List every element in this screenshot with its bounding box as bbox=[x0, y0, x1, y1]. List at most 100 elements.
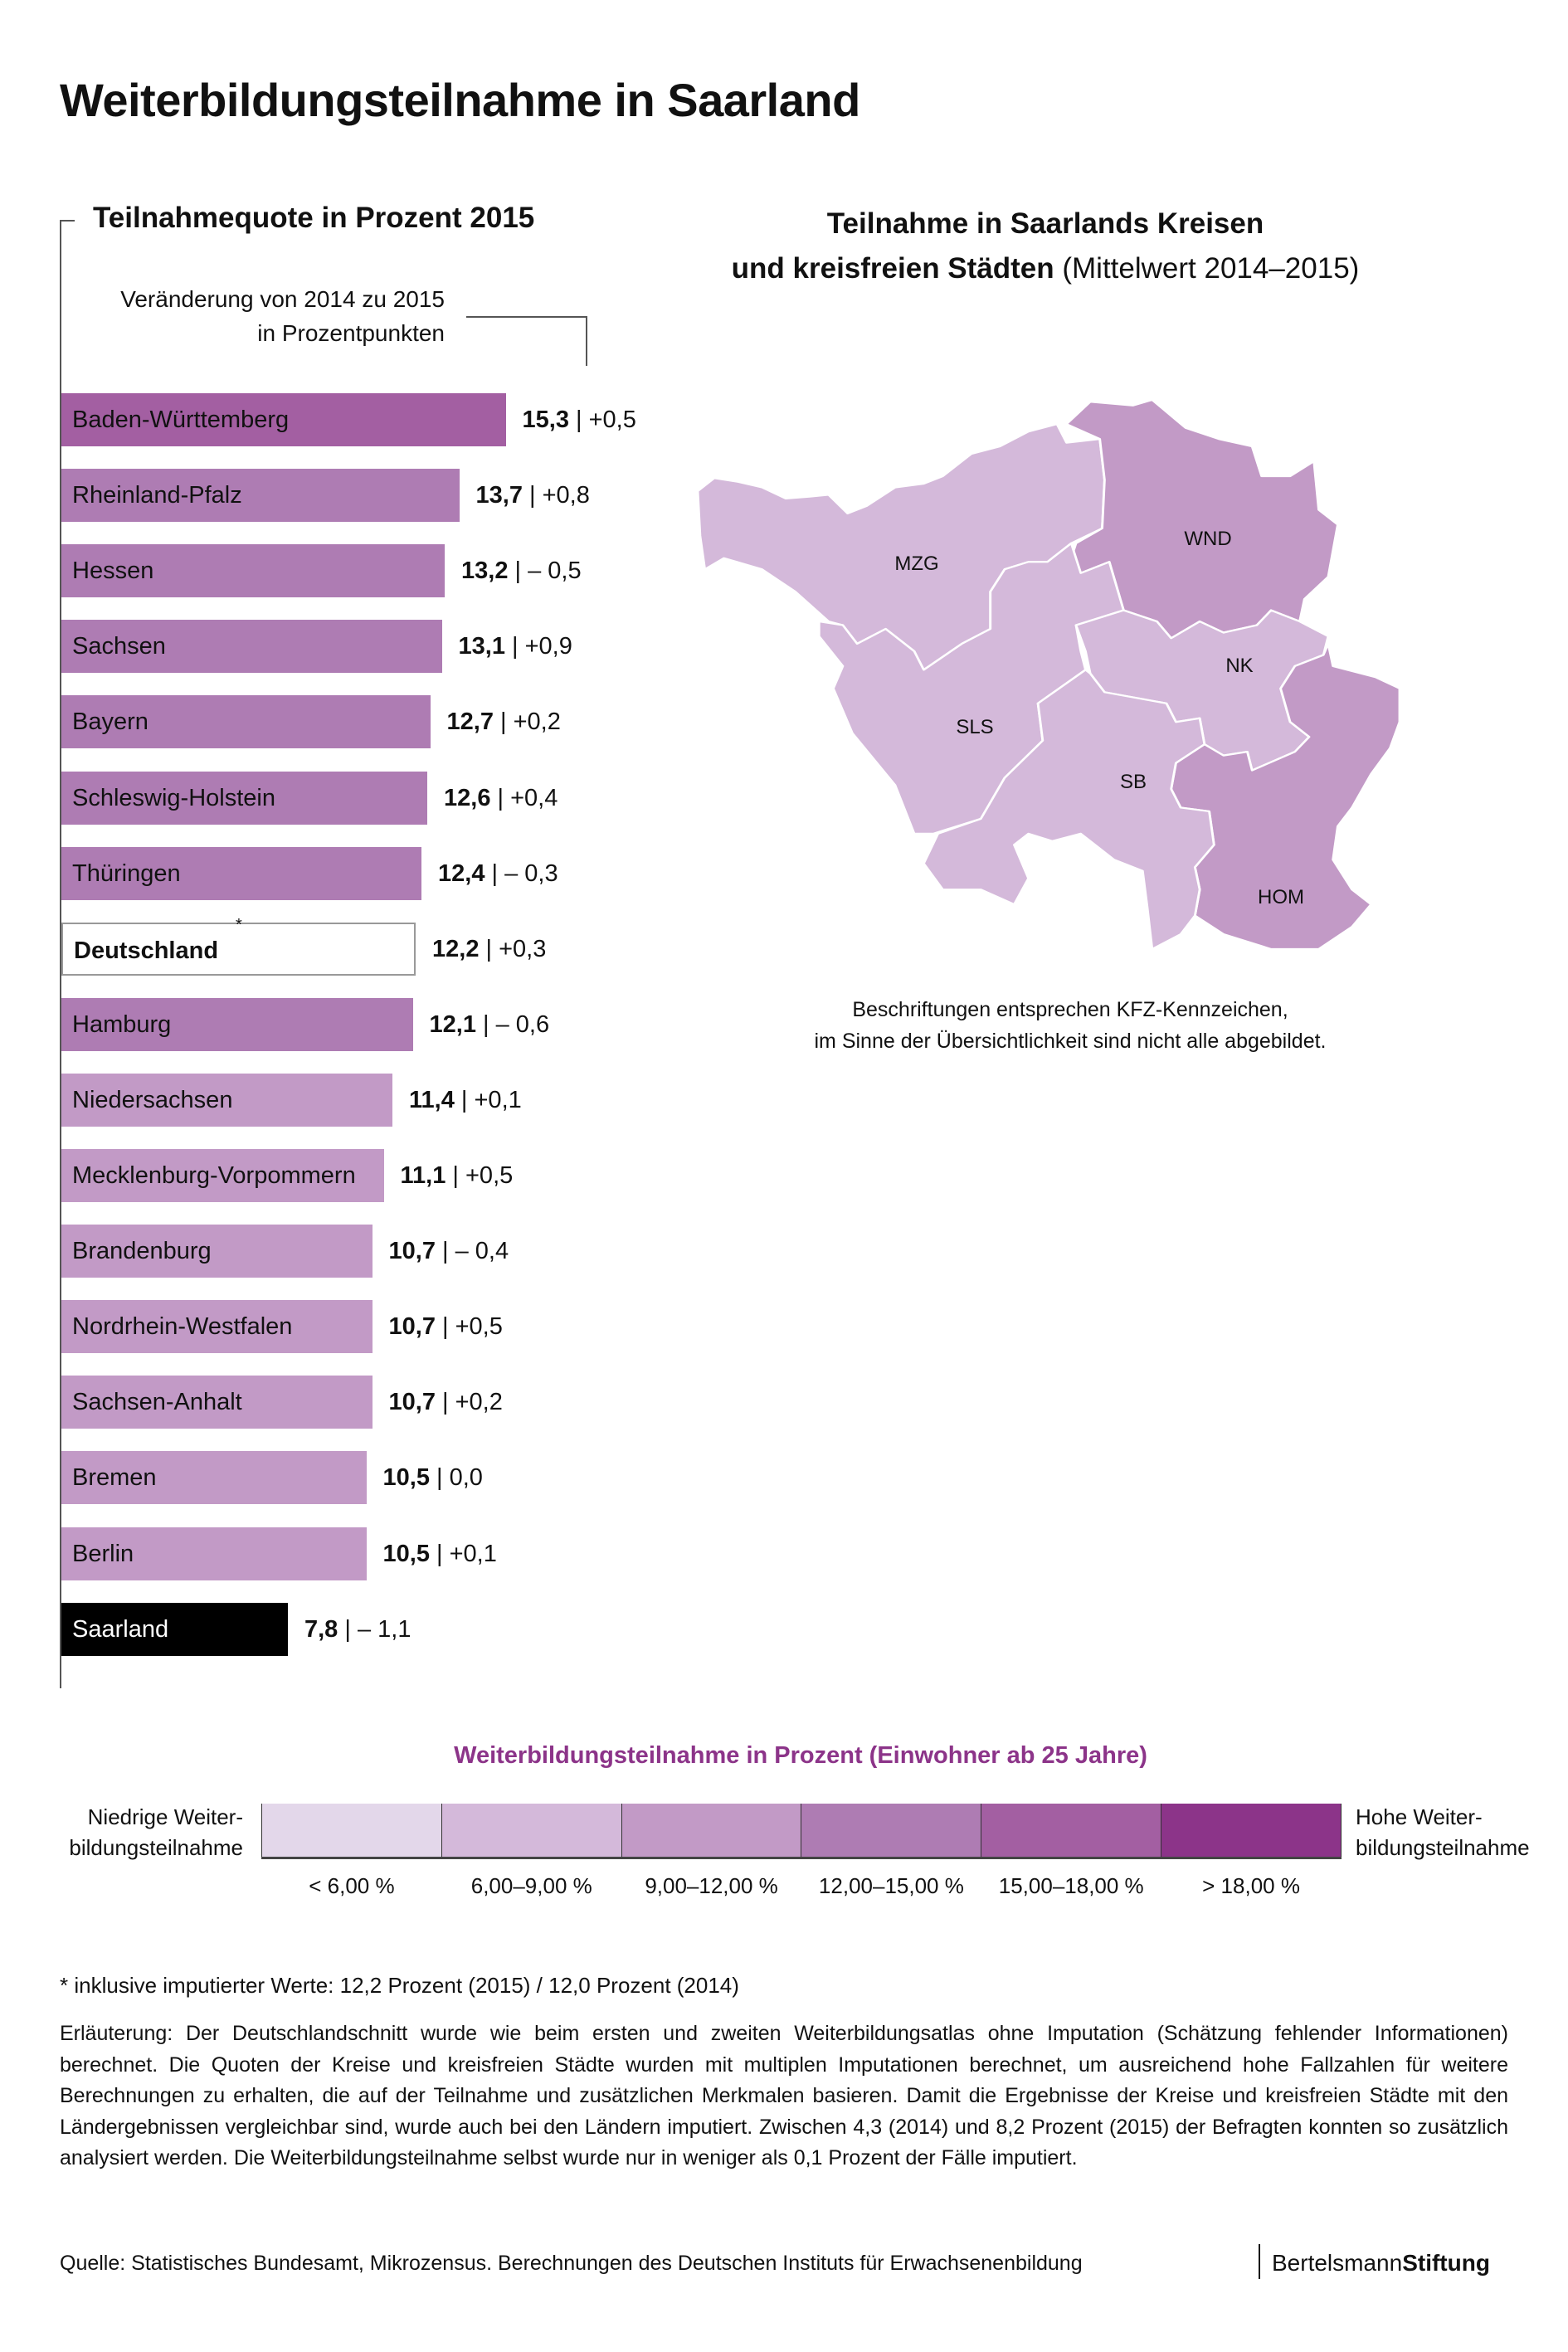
map-heading: Teilnahme in Saarlands Kreisen und kreis… bbox=[689, 202, 1402, 291]
separator: | bbox=[508, 558, 528, 585]
separator: | bbox=[522, 482, 543, 509]
value-label: 11,1 bbox=[400, 1162, 446, 1189]
separator: | bbox=[446, 1162, 465, 1189]
separator: | bbox=[454, 1086, 475, 1113]
bar-label: Rheinland-Pfalz bbox=[72, 482, 242, 509]
legend-swatch: 12,00–15,00 % bbox=[801, 1804, 981, 1898]
change-label: – 0,4 bbox=[455, 1238, 509, 1265]
bar-label: Schleswig-Holstein bbox=[72, 784, 275, 811]
value-label: 10,7 bbox=[388, 1389, 436, 1416]
separator: | bbox=[485, 859, 505, 887]
legend-swatch: 9,00–12,00 % bbox=[621, 1804, 801, 1898]
change-label: +0,5 bbox=[465, 1162, 514, 1189]
region-label-sb: SB bbox=[1119, 771, 1147, 793]
map-heading-line2: und kreisfreien Städten bbox=[731, 252, 1054, 285]
change-label: +0,8 bbox=[542, 482, 590, 509]
legend-swatch: > 18,00 % bbox=[1161, 1804, 1342, 1898]
bar-mecklenburg-vorpommern: Mecklenburg-Vorpommern bbox=[61, 1149, 384, 1202]
value-label: 10,7 bbox=[388, 1238, 436, 1265]
change-note: Veränderung von 2014 zu 2015 in Prozentp… bbox=[83, 282, 445, 350]
legend-swatch: 6,00–9,00 % bbox=[441, 1804, 621, 1898]
bar-value: 10,5 | 0,0 bbox=[383, 1451, 483, 1504]
separator: | bbox=[338, 1615, 358, 1643]
change-label: – 0,5 bbox=[528, 558, 582, 585]
separator: | bbox=[493, 709, 514, 736]
change-label: 0,0 bbox=[449, 1464, 483, 1492]
bar-label: Baden-Württemberg bbox=[72, 407, 290, 433]
bertelsmann-stiftung-logo: BertelsmannStiftung bbox=[1272, 2250, 1490, 2277]
value-label: 12,2 bbox=[432, 935, 480, 962]
bar-label: Bayern bbox=[72, 709, 149, 736]
bar-value: 10,7 | – 0,4 bbox=[389, 1225, 509, 1278]
logo-part2: Stiftung bbox=[1402, 2250, 1490, 2276]
region-sls[interactable] bbox=[817, 542, 1125, 835]
bar-value: 12,2 | +0,3 bbox=[432, 923, 546, 976]
bar-baden-württemberg: Baden-Württemberg bbox=[61, 393, 506, 446]
region-label-hom: HOM bbox=[1258, 886, 1304, 908]
change-label: +0,2 bbox=[455, 1389, 503, 1416]
bar-label: Sachsen bbox=[72, 633, 166, 660]
legend-low-line2: bildungsteilnahme bbox=[69, 1835, 243, 1860]
bar-nordrhein-westfalen: Nordrhein-Westfalen bbox=[61, 1300, 373, 1354]
region-label-nk: NK bbox=[1225, 655, 1254, 677]
change-label: +0,3 bbox=[499, 935, 547, 962]
separator: | bbox=[435, 1389, 455, 1416]
bar-value: 10,7 | +0,2 bbox=[389, 1376, 503, 1429]
bar-label: Mecklenburg-Vorpommern bbox=[72, 1162, 356, 1189]
saarland-map bbox=[698, 400, 1400, 949]
bar-chart-frame-line bbox=[60, 220, 61, 1688]
separator: | bbox=[479, 935, 499, 962]
legend-bin-label: > 18,00 % bbox=[1202, 1873, 1300, 1898]
explanation-text: Erläuterung: Der Deutschlandschnitt wurd… bbox=[60, 2022, 1508, 2169]
legend-title: Weiterbildungsteilnahme in Prozent (Einw… bbox=[454, 1742, 1147, 1769]
separator: | bbox=[429, 1464, 450, 1492]
bar-label: Berlin bbox=[72, 1540, 134, 1567]
change-note-bracket-vertical bbox=[586, 316, 587, 366]
value-label: 10,5 bbox=[382, 1464, 430, 1492]
bar-hessen: Hessen bbox=[61, 544, 445, 598]
bar-value: 10,7 | +0,5 bbox=[389, 1300, 503, 1353]
change-label: +0,2 bbox=[513, 709, 561, 736]
source-text: Quelle: Statistisches Bundesamt, Mikroze… bbox=[60, 2252, 1083, 2275]
bar-bremen: Bremen bbox=[61, 1451, 367, 1505]
separator: | bbox=[475, 1010, 496, 1038]
bar-bayern: Bayern bbox=[61, 695, 431, 749]
bar-label: Bremen bbox=[72, 1464, 157, 1492]
bar-niedersachsen: Niedersachsen bbox=[61, 1073, 392, 1127]
value-label: 15,3 bbox=[522, 407, 569, 433]
map-caption: Beschriftungen entsprechen KFZ-Kennzeich… bbox=[747, 994, 1394, 1057]
bar-label: Sachsen-Anhalt bbox=[72, 1389, 242, 1416]
bar-berlin: Berlin bbox=[61, 1527, 367, 1580]
page-title: Weiterbildungsteilnahme in Saarland bbox=[60, 74, 860, 126]
value-label: 13,7 bbox=[475, 482, 523, 509]
footnote-marker: * bbox=[236, 915, 242, 934]
value-label: 12,4 bbox=[438, 859, 485, 887]
bar-value: 12,1 | – 0,6 bbox=[430, 998, 550, 1051]
bar-sachsen: Sachsen bbox=[61, 620, 442, 674]
legend-bin-label: 6,00–9,00 % bbox=[470, 1873, 592, 1898]
bar-label: Niedersachsen bbox=[72, 1086, 233, 1113]
bar-schleswig-holstein: Schleswig-Holstein bbox=[61, 771, 427, 825]
bar-chart-heading: Teilnahmequote in Prozent 2015 bbox=[93, 202, 535, 234]
change-label: +0,4 bbox=[510, 784, 558, 811]
bar-value: 13,1 | +0,9 bbox=[459, 620, 572, 673]
legend-swatch: 15,00–18,00 % bbox=[981, 1804, 1161, 1898]
bar-value: 12,4 | – 0,3 bbox=[438, 847, 558, 900]
legend-bin-label: < 6,00 % bbox=[309, 1873, 395, 1898]
separator: | bbox=[568, 407, 589, 433]
bar-label: Hamburg bbox=[72, 1010, 172, 1038]
value-label: 11,4 bbox=[409, 1086, 455, 1113]
legend-high-line2: bildungsteilnahme bbox=[1356, 1835, 1530, 1860]
value-label: 13,2 bbox=[461, 558, 509, 585]
region-label-wnd: WND bbox=[1184, 528, 1232, 550]
legend-swatch: < 6,00 % bbox=[261, 1804, 441, 1898]
bar-value: 10,5 | +0,1 bbox=[383, 1527, 497, 1580]
change-note-line1: Veränderung von 2014 zu 2015 bbox=[120, 286, 445, 312]
region-sb[interactable] bbox=[923, 669, 1215, 949]
logo-part1: Bertelsmann bbox=[1272, 2250, 1403, 2276]
change-label: – 1,1 bbox=[357, 1615, 411, 1643]
bar-saarland: Saarland bbox=[61, 1602, 288, 1656]
region-label-mzg: MZG bbox=[894, 553, 939, 575]
bar-brandenburg: Brandenburg bbox=[61, 1225, 373, 1278]
value-label: 12,6 bbox=[444, 784, 491, 811]
